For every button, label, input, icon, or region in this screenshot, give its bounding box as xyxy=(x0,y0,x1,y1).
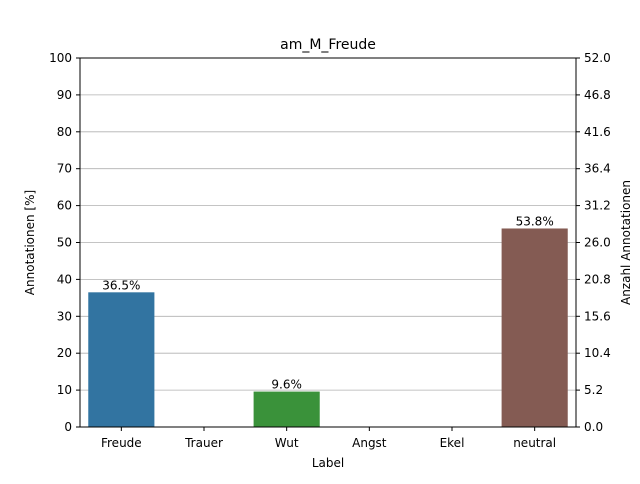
y-right-tick-label: 41.6 xyxy=(584,125,611,139)
x-axis: Freude Trauer Wut Angst Ekel neutral xyxy=(101,427,556,450)
bar xyxy=(253,391,320,427)
y-right-tick-label: 31.2 xyxy=(584,199,611,213)
bars xyxy=(88,228,568,427)
data-labels: 36.5% 9.6% 53.8% xyxy=(102,214,553,391)
y-tick-label: 10 xyxy=(57,383,72,397)
bar xyxy=(88,292,155,427)
x-tick-label: Angst xyxy=(352,436,387,450)
x-tick-label: Freude xyxy=(101,436,142,450)
y-tick-label: 80 xyxy=(57,125,72,139)
y-right-tick-label: 46.8 xyxy=(584,88,611,102)
y-right-tick-label: 52.0 xyxy=(584,51,611,65)
x-axis-title: Label xyxy=(312,456,344,470)
data-label: 36.5% xyxy=(102,278,140,292)
y-right-tick-label: 15.6 xyxy=(584,309,611,323)
y-axis-title: Annotationen [%] xyxy=(23,190,37,295)
right-axis: 0.0 5.2 10.4 15.6 20.8 26.0 31.2 36.4 41.6 46.8 52… xyxy=(576,51,611,434)
y-tick-label: 20 xyxy=(57,346,72,360)
y-right-tick-label: 10.4 xyxy=(584,346,611,360)
data-label: 9.6% xyxy=(271,378,302,392)
y-tick-label: 70 xyxy=(57,162,72,176)
y-right-tick-label: 20.8 xyxy=(584,272,611,286)
y-tick-label: 40 xyxy=(57,272,72,286)
x-tick-label: Wut xyxy=(275,436,299,450)
y-tick-label: 90 xyxy=(57,88,72,102)
left-axis: 0 10 20 30 40 50 60 70 80 90 100 xyxy=(49,51,80,434)
y-right-tick-label: 36.4 xyxy=(584,162,611,176)
y-right-tick-label: 0.0 xyxy=(584,420,603,434)
bar xyxy=(501,228,568,427)
y-right-tick-label: 5.2 xyxy=(584,383,603,397)
y-axis-title-right: Anzahl Annotationen xyxy=(619,180,633,305)
y-right-tick-label: 26.0 xyxy=(584,236,611,250)
y-tick-label: 60 xyxy=(57,199,72,213)
chart-title: am_M_Freude xyxy=(280,37,376,53)
y-tick-label: 100 xyxy=(49,51,72,65)
x-tick-label: neutral xyxy=(513,436,556,450)
data-label: 53.8% xyxy=(516,214,554,228)
x-tick-label: Trauer xyxy=(184,436,223,450)
y-tick-label: 30 xyxy=(57,309,72,323)
y-tick-label: 50 xyxy=(57,236,72,250)
y-tick-label: 0 xyxy=(64,420,72,434)
x-tick-label: Ekel xyxy=(440,436,465,450)
gridlines xyxy=(80,94,576,391)
